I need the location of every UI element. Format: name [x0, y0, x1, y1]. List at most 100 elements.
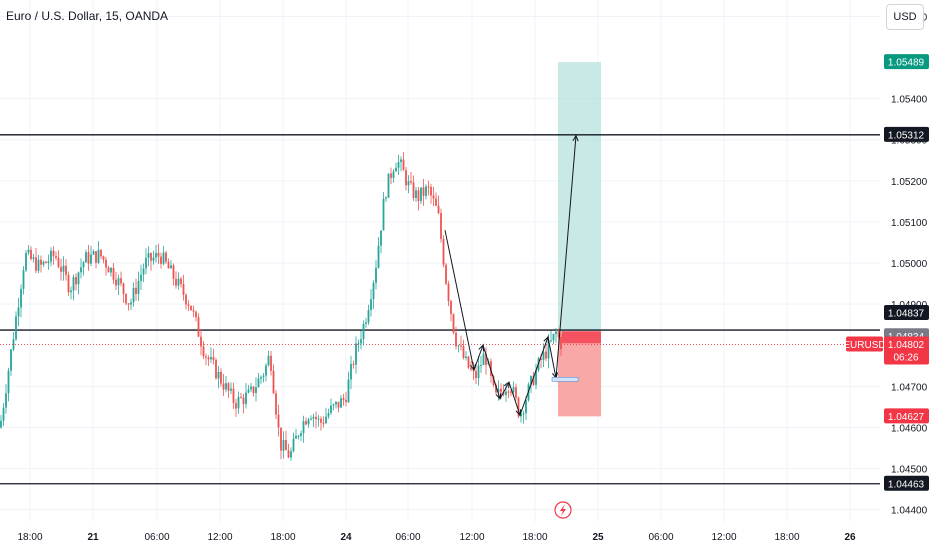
candle-body	[240, 396, 242, 398]
candle-body	[147, 253, 150, 258]
candle-body	[435, 198, 437, 206]
candle-body	[172, 265, 175, 279]
candle-body	[300, 433, 302, 436]
candle-body	[292, 438, 295, 452]
candle-body	[217, 371, 220, 379]
candle-body	[355, 343, 357, 365]
candle-body	[332, 404, 335, 406]
candle-body	[87, 252, 90, 264]
symbol-tag-bg	[846, 336, 883, 352]
candle-body	[10, 349, 12, 371]
candle-body	[520, 413, 522, 417]
y-tick-label: 1.05400	[891, 95, 928, 106]
last-price-bg	[884, 336, 929, 365]
candle-body	[535, 370, 537, 385]
candle-body	[75, 277, 77, 285]
candle-body	[220, 371, 222, 384]
y-tick-label: 1.04700	[891, 382, 928, 393]
candle-body	[280, 427, 282, 451]
candle-body	[85, 252, 87, 263]
price-label-text: 1.04463	[888, 479, 925, 490]
candle-body	[57, 257, 60, 267]
candle-body	[242, 397, 245, 405]
candle-body	[90, 254, 92, 264]
candle-body	[395, 167, 397, 172]
candle-body	[405, 170, 407, 186]
candle-body	[552, 333, 555, 341]
candle-body	[150, 253, 152, 261]
projection-arrowhead	[515, 409, 522, 417]
candle-body	[522, 413, 525, 415]
candle-body	[525, 400, 527, 414]
price-label-level: 1.05312	[884, 126, 929, 142]
candle-body	[47, 261, 50, 264]
candle-body	[460, 345, 462, 347]
horizontal-levels	[0, 134, 880, 485]
price-label-bg	[884, 475, 929, 491]
candle-body	[455, 332, 457, 347]
candle-body	[42, 261, 45, 265]
symbol-tag-text: EURUSD	[843, 340, 885, 351]
candle-body	[277, 414, 280, 428]
candle-body	[285, 440, 287, 451]
currency-button[interactable]: USD	[886, 4, 924, 30]
candle-body	[265, 365, 267, 376]
candle-body	[407, 181, 410, 186]
candle-body	[517, 397, 520, 417]
candle-body	[205, 356, 207, 358]
candle-body	[7, 370, 10, 394]
projection-path	[444, 134, 579, 417]
candle-body	[102, 256, 105, 260]
candle-body	[175, 278, 177, 286]
candle-body	[357, 343, 360, 345]
candle-body	[410, 181, 412, 183]
candle-body	[15, 316, 17, 340]
candle-body	[27, 249, 30, 253]
candle-body	[185, 294, 187, 305]
candle-body	[137, 280, 140, 294]
x-tick-label: 06:00	[648, 532, 673, 543]
candle-body	[122, 283, 125, 295]
x-tick-label: 21	[87, 532, 99, 543]
last-price-text: 1.04802	[888, 340, 925, 351]
loss-zone-upper	[562, 331, 601, 344]
candle-body	[445, 264, 447, 284]
candle-body	[35, 257, 37, 271]
candle-body	[470, 367, 472, 370]
candle-body	[490, 361, 492, 376]
candle-body	[60, 266, 62, 272]
candle-body	[302, 421, 305, 434]
candle-body	[352, 363, 355, 365]
price-label-level: 1.04837	[884, 305, 929, 321]
price-label-text: 1.04627	[888, 412, 925, 423]
flash-icon[interactable]	[554, 501, 572, 519]
candle-body	[95, 251, 97, 263]
candle-body	[315, 416, 317, 420]
candle-body	[465, 356, 467, 358]
candle-body	[380, 230, 382, 246]
candle-body	[497, 388, 500, 393]
candle-body	[152, 257, 155, 261]
candle-body	[40, 259, 42, 265]
candle-body	[247, 389, 250, 393]
candle-body	[282, 440, 285, 451]
price-label-bg	[884, 126, 929, 142]
candle-body	[420, 187, 422, 201]
x-tick-label: 12:00	[459, 532, 484, 543]
candle-body	[177, 278, 180, 286]
candle-body	[432, 195, 435, 199]
candle-body	[342, 398, 345, 400]
candle-body	[202, 346, 205, 357]
candle-body	[52, 250, 55, 257]
candle-body	[97, 249, 100, 263]
candle-body	[510, 391, 512, 393]
candle-body	[117, 278, 120, 286]
candle-body	[322, 422, 325, 424]
candle-body	[485, 353, 487, 365]
candle-body	[442, 238, 445, 265]
candle-body	[140, 274, 142, 281]
candle-body	[370, 299, 372, 311]
candle-body	[350, 363, 352, 380]
